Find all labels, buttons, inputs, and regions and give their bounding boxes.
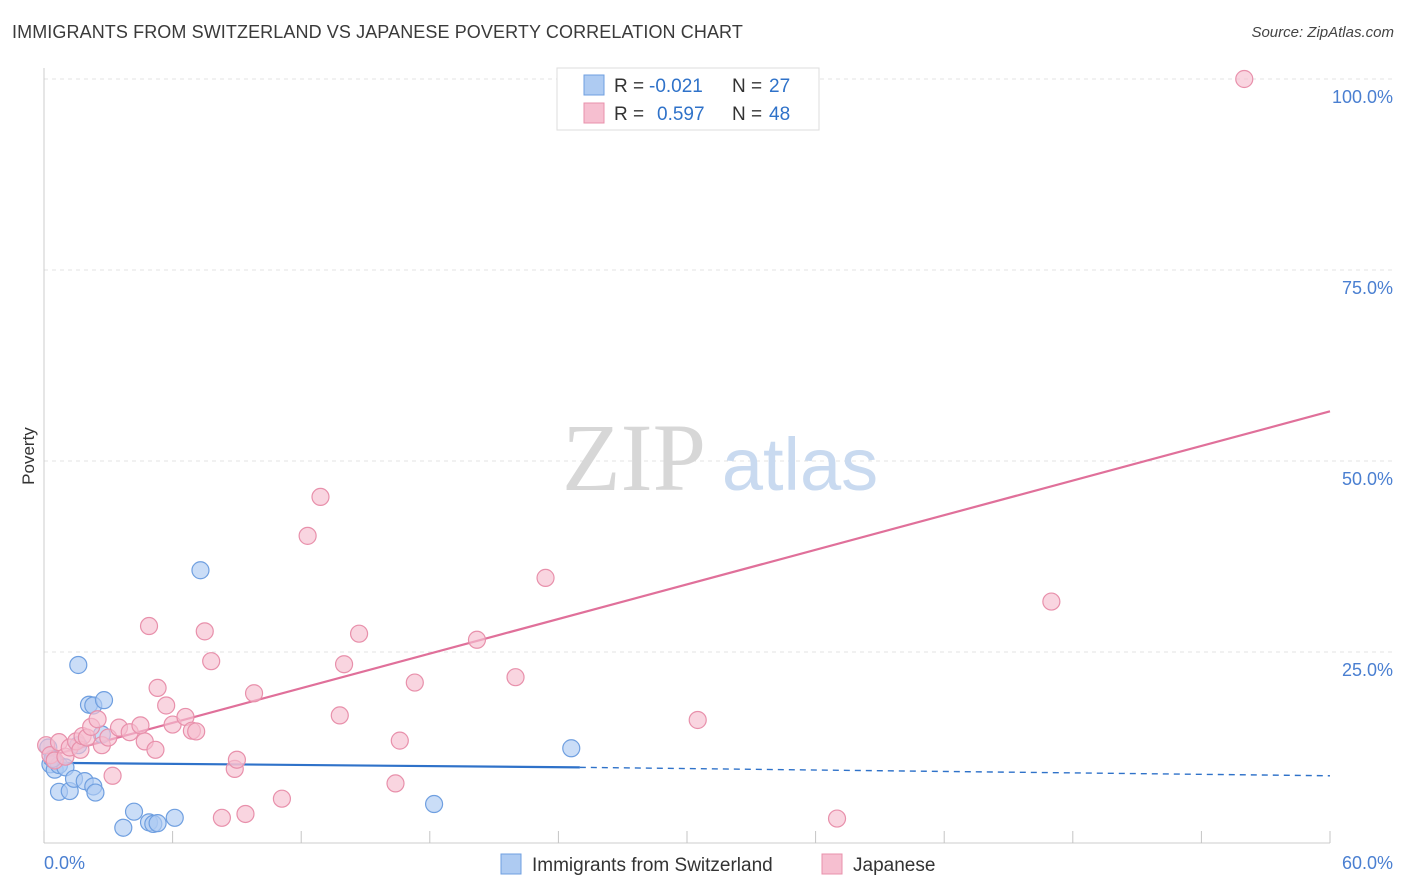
point-japanese-37 — [330, 706, 349, 725]
point-switzerland-17 — [124, 802, 144, 821]
point-switzerland-25 — [562, 739, 581, 758]
trend-line-switzerland-extension — [579, 766, 1331, 777]
point-switzerland-20 — [148, 814, 167, 833]
watermark-zip: ZIP — [562, 404, 706, 511]
chart-title: IMMIGRANTS FROM SWITZERLAND VS JAPANESE … — [12, 22, 743, 42]
point-japanese-40 — [386, 774, 405, 793]
point-switzerland-9 — [69, 655, 88, 675]
axes — [43, 68, 1331, 844]
point-japanese-22 — [157, 696, 176, 715]
series-legend-label-switzerland: Immigrants from Switzerland — [532, 855, 773, 876]
data-points — [37, 69, 1254, 837]
series-legend-label-japanese: Japanese — [853, 855, 935, 876]
y-tick-label-0: 25.0% — [1342, 660, 1393, 680]
stats-legend: R = -0.021 N = 27 R = 0.597 N = 48 — [556, 67, 820, 131]
y-tick-label-2: 75.0% — [1342, 278, 1393, 298]
point-japanese-32 — [236, 804, 255, 824]
point-japanese-33 — [244, 684, 264, 703]
series-legend-swatch-japanese — [821, 853, 843, 875]
point-japanese-31 — [227, 750, 246, 769]
stats-legend-n-label-blue: N = — [732, 76, 762, 97]
watermark-atlas: atlas — [722, 423, 878, 506]
point-switzerland-21 — [165, 808, 184, 827]
point-japanese-39 — [349, 624, 369, 643]
point-japanese-43 — [467, 630, 487, 649]
point-japanese-46 — [688, 710, 707, 730]
stats-legend-swatch-blue — [583, 74, 605, 96]
point-switzerland-14 — [86, 783, 105, 802]
stats-legend-r-label-pink: R = — [614, 104, 644, 125]
trend-line-switzerland — [43, 761, 580, 769]
y-tick-labels: 25.0% 50.0% 75.0% 100.0% — [1332, 87, 1393, 680]
stats-legend-n-value-blue: 27 — [769, 76, 790, 97]
grid-lines — [44, 78, 1393, 653]
point-japanese-45 — [536, 568, 555, 587]
stats-legend-r-value-blue: -0.021 — [649, 76, 703, 97]
point-japanese-49 — [1235, 69, 1254, 89]
point-japanese-27 — [195, 622, 214, 641]
point-japanese-42 — [405, 673, 424, 692]
point-japanese-44 — [506, 668, 525, 687]
point-japanese-11 — [88, 710, 107, 729]
point-japanese-29 — [212, 808, 231, 827]
point-japanese-20 — [146, 740, 165, 759]
y-tick-label-3: 100.0% — [1332, 87, 1393, 107]
point-switzerland-22 — [191, 561, 210, 580]
point-japanese-17 — [131, 716, 150, 735]
series-legend-swatch-switzerland — [500, 853, 522, 875]
stats-legend-n-value-pink: 48 — [769, 104, 790, 125]
stats-legend-n-label-pink: N = — [732, 104, 762, 125]
point-japanese-14 — [103, 766, 122, 785]
point-japanese-35 — [298, 526, 317, 545]
stats-legend-r-value-pink: 0.597 — [657, 104, 705, 125]
point-japanese-48 — [1042, 592, 1061, 611]
x-tick-label-max: 60.0% — [1342, 853, 1393, 873]
point-japanese-28 — [202, 652, 221, 671]
point-japanese-41 — [390, 731, 409, 750]
point-japanese-26 — [187, 722, 206, 741]
point-japanese-38 — [334, 655, 354, 674]
point-japanese-19 — [139, 616, 159, 636]
point-japanese-47 — [827, 809, 847, 828]
point-switzerland-16 — [114, 818, 133, 837]
stats-legend-r-label-blue: R = — [614, 76, 644, 97]
series-legend: Immigrants from Switzerland Japanese — [500, 853, 935, 876]
point-japanese-36 — [311, 487, 330, 507]
source-label: Source: ZipAtlas.com — [1251, 24, 1394, 41]
x-tick-label-min: 0.0% — [44, 853, 85, 873]
point-switzerland-15 — [94, 691, 114, 710]
y-tick-label-1: 50.0% — [1342, 469, 1393, 489]
point-japanese-21 — [148, 678, 167, 698]
point-japanese-34 — [272, 789, 292, 808]
point-switzerland-24 — [424, 794, 444, 814]
stats-legend-swatch-pink — [583, 102, 605, 124]
y-axis-label: Poverty — [19, 427, 38, 485]
